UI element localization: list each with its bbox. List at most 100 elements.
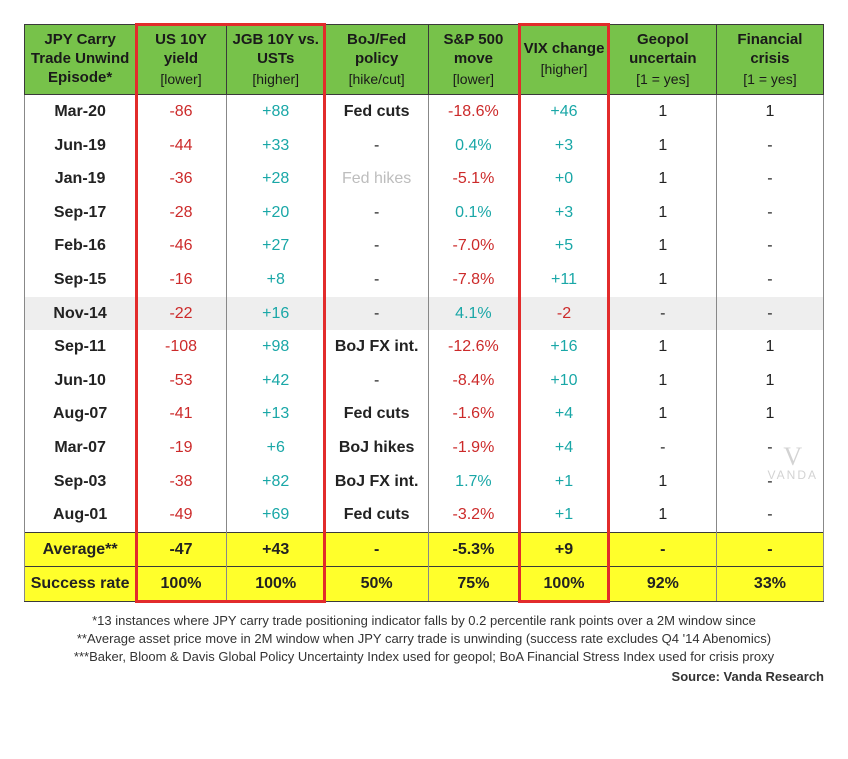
row-label: Sep-17 bbox=[25, 196, 136, 230]
cell: - bbox=[325, 229, 428, 263]
cell: +4 bbox=[519, 397, 610, 431]
cell: -28 bbox=[136, 196, 227, 230]
cell: +1 bbox=[519, 465, 610, 499]
summary-label: Success rate bbox=[25, 567, 136, 602]
table-body: Mar-20-86+88Fed cuts-18.6%+4611Jun-19-44… bbox=[25, 95, 824, 602]
cell: - bbox=[716, 196, 823, 230]
col-header-7: Financial crisis[1 = yes] bbox=[716, 25, 823, 95]
cell: +16 bbox=[519, 330, 610, 364]
cell: - bbox=[325, 196, 428, 230]
footnotes: *13 instances where JPY carry trade posi… bbox=[24, 612, 824, 687]
row-label: Feb-16 bbox=[25, 229, 136, 263]
row-label: Aug-01 bbox=[25, 498, 136, 532]
table-row: Sep-17-28+20-0.1%+31- bbox=[25, 196, 824, 230]
cell: 1 bbox=[609, 397, 716, 431]
cell: Fed cuts bbox=[325, 397, 428, 431]
cell: -49 bbox=[136, 498, 227, 532]
cell: +4 bbox=[519, 431, 610, 465]
cell: -19 bbox=[136, 431, 227, 465]
cell: +8 bbox=[226, 263, 325, 297]
cell: BoJ hikes bbox=[325, 431, 428, 465]
summary-cell: 92% bbox=[609, 567, 716, 602]
col-header-0: JPY Carry Trade Unwind Episode* bbox=[25, 25, 136, 95]
cell: 1 bbox=[716, 364, 823, 398]
table-row: Mar-07-19+6BoJ hikes-1.9%+4-- bbox=[25, 431, 824, 465]
row-label: Mar-07 bbox=[25, 431, 136, 465]
cell: - bbox=[325, 129, 428, 163]
row-label: Jun-10 bbox=[25, 364, 136, 398]
footnote-2: **Average asset price move in 2M window … bbox=[24, 630, 824, 648]
cell: +33 bbox=[226, 129, 325, 163]
summary-row: Average**-47+43--5.3%+9-- bbox=[25, 532, 824, 567]
cell: 1.7% bbox=[428, 465, 519, 499]
cell: - bbox=[716, 498, 823, 532]
cell: -86 bbox=[136, 95, 227, 129]
cell: -5.1% bbox=[428, 162, 519, 196]
summary-cell: +9 bbox=[519, 532, 610, 567]
row-label: Jun-19 bbox=[25, 129, 136, 163]
cell: 1 bbox=[609, 129, 716, 163]
cell: 1 bbox=[609, 465, 716, 499]
cell: -1.6% bbox=[428, 397, 519, 431]
cell: - bbox=[716, 263, 823, 297]
col-header-6: Geopol uncertain[1 = yes] bbox=[609, 25, 716, 95]
cell: -53 bbox=[136, 364, 227, 398]
cell: 1 bbox=[609, 95, 716, 129]
col-header-1: US 10Y yield[lower] bbox=[136, 25, 227, 95]
cell: 1 bbox=[609, 196, 716, 230]
cell: +3 bbox=[519, 196, 610, 230]
row-label: Sep-03 bbox=[25, 465, 136, 499]
cell: 0.1% bbox=[428, 196, 519, 230]
table-row: Jun-10-53+42--8.4%+1011 bbox=[25, 364, 824, 398]
summary-cell: +43 bbox=[226, 532, 325, 567]
cell: +11 bbox=[519, 263, 610, 297]
cell: -38 bbox=[136, 465, 227, 499]
col-header-3: BoJ/Fed policy[hike/cut] bbox=[325, 25, 428, 95]
cell: -12.6% bbox=[428, 330, 519, 364]
cell: 1 bbox=[609, 364, 716, 398]
cell: 0.4% bbox=[428, 129, 519, 163]
cell: +5 bbox=[519, 229, 610, 263]
table-row: Aug-01-49+69Fed cuts-3.2%+11- bbox=[25, 498, 824, 532]
cell: - bbox=[716, 229, 823, 263]
table-row: Sep-11-108+98BoJ FX int.-12.6%+1611 bbox=[25, 330, 824, 364]
col-header-5: VIX change[higher] bbox=[519, 25, 610, 95]
cell: -8.4% bbox=[428, 364, 519, 398]
cell: +1 bbox=[519, 498, 610, 532]
cell: +27 bbox=[226, 229, 325, 263]
cell: +42 bbox=[226, 364, 325, 398]
cell: - bbox=[325, 297, 428, 331]
row-label: Sep-11 bbox=[25, 330, 136, 364]
cell: +69 bbox=[226, 498, 325, 532]
cell: +3 bbox=[519, 129, 610, 163]
table-row: Mar-20-86+88Fed cuts-18.6%+4611 bbox=[25, 95, 824, 129]
cell: 1 bbox=[609, 498, 716, 532]
cell: - bbox=[609, 431, 716, 465]
table-row: Jun-19-44+33-0.4%+31- bbox=[25, 129, 824, 163]
table-row: Nov-14-22+16-4.1%-2-- bbox=[25, 297, 824, 331]
cell: Fed hikes bbox=[325, 162, 428, 196]
cell: 1 bbox=[609, 330, 716, 364]
cell: -41 bbox=[136, 397, 227, 431]
summary-cell: 75% bbox=[428, 567, 519, 602]
cell: -2 bbox=[519, 297, 610, 331]
table-row: Aug-07-41+13Fed cuts-1.6%+411 bbox=[25, 397, 824, 431]
summary-cell: 33% bbox=[716, 567, 823, 602]
cell: BoJ FX int. bbox=[325, 465, 428, 499]
table-row: Sep-03-38+82BoJ FX int.1.7%+11- bbox=[25, 465, 824, 499]
footnote-3: ***Baker, Bloom & Davis Global Policy Un… bbox=[24, 648, 824, 666]
table-row: Sep-15-16+8--7.8%+111- bbox=[25, 263, 824, 297]
carry-trade-table: JPY Carry Trade Unwind Episode*US 10Y yi… bbox=[24, 24, 824, 602]
row-label: Mar-20 bbox=[25, 95, 136, 129]
cell: Fed cuts bbox=[325, 95, 428, 129]
col-header-4: S&P 500 move[lower] bbox=[428, 25, 519, 95]
cell: +13 bbox=[226, 397, 325, 431]
cell: 1 bbox=[716, 95, 823, 129]
summary-cell: 100% bbox=[136, 567, 227, 602]
table-row: Feb-16-46+27--7.0%+51- bbox=[25, 229, 824, 263]
cell: +16 bbox=[226, 297, 325, 331]
summary-cell: -47 bbox=[136, 532, 227, 567]
cell: -7.0% bbox=[428, 229, 519, 263]
cell: -1.9% bbox=[428, 431, 519, 465]
cell: -7.8% bbox=[428, 263, 519, 297]
